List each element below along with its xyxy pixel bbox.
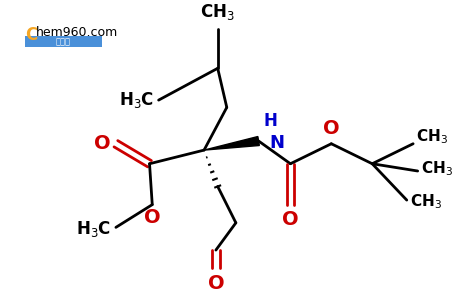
Text: O: O bbox=[94, 134, 110, 153]
Text: 化工网: 化工网 bbox=[55, 38, 71, 47]
Text: H$_3$C: H$_3$C bbox=[119, 90, 154, 110]
FancyBboxPatch shape bbox=[25, 37, 102, 47]
Text: CH$_3$: CH$_3$ bbox=[410, 193, 442, 211]
Text: O: O bbox=[282, 210, 299, 229]
Text: O: O bbox=[144, 208, 161, 227]
Text: H$_3$C: H$_3$C bbox=[76, 219, 111, 239]
Text: CH$_3$: CH$_3$ bbox=[201, 2, 235, 22]
Polygon shape bbox=[204, 137, 259, 150]
Text: CH$_3$: CH$_3$ bbox=[421, 159, 453, 178]
Text: hem960.com: hem960.com bbox=[36, 25, 118, 39]
Text: CH$_3$: CH$_3$ bbox=[416, 127, 448, 146]
Text: O: O bbox=[208, 274, 224, 293]
Text: N: N bbox=[270, 134, 284, 152]
Text: C: C bbox=[25, 25, 37, 44]
Text: O: O bbox=[323, 119, 340, 138]
Text: H: H bbox=[263, 112, 277, 130]
